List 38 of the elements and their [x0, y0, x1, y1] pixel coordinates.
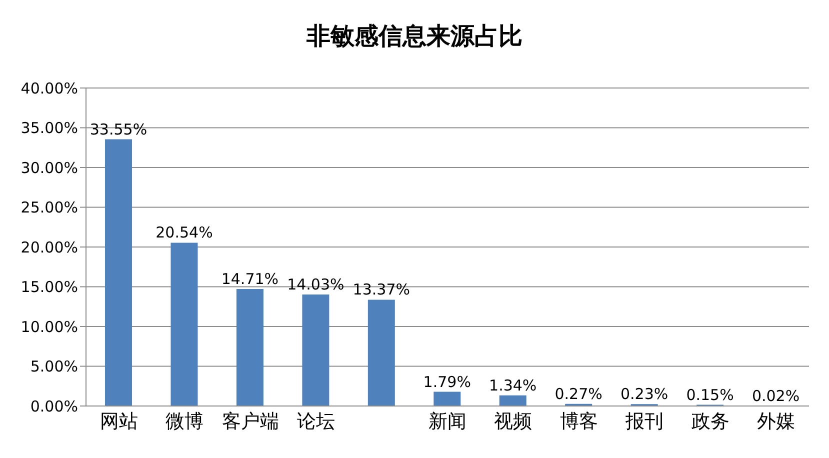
- y-tick-label: 30.00%: [20, 158, 78, 177]
- y-tick-label: 15.00%: [20, 278, 78, 296]
- data-label: 0.23%: [620, 385, 668, 404]
- bar: [499, 395, 526, 406]
- y-tick-label: 40.00%: [20, 79, 78, 98]
- x-tick-label: 视频: [494, 410, 532, 432]
- x-tick-label: 客户端: [222, 410, 279, 432]
- data-label: 13.37%: [352, 280, 410, 299]
- y-tick-label: 20.00%: [20, 238, 78, 256]
- data-label: 0.27%: [554, 384, 602, 403]
- bar: [434, 392, 461, 406]
- data-label: 0.02%: [752, 386, 800, 405]
- x-tick-label: 新闻: [428, 410, 466, 432]
- data-label: 1.34%: [489, 376, 537, 394]
- data-label: 20.54%: [156, 224, 213, 242]
- bar: [105, 139, 132, 406]
- data-label: 14.71%: [221, 270, 279, 288]
- x-tick-label: 论坛: [297, 410, 336, 432]
- y-tick-label: 5.00%: [30, 358, 78, 376]
- data-label: 0.15%: [686, 386, 734, 404]
- y-tick-label: 25.00%: [20, 198, 78, 217]
- x-tick-label: 报刊: [624, 410, 664, 432]
- x-tick-label: 微博: [166, 410, 204, 432]
- x-tick-label: 网站: [100, 410, 138, 432]
- bar: [170, 242, 198, 406]
- x-tick-label: 外媒: [757, 410, 796, 432]
- bar: [302, 294, 330, 406]
- y-tick-label: 35.00%: [20, 119, 78, 138]
- y-tick-label: 0.00%: [30, 397, 78, 416]
- bar: [236, 289, 264, 406]
- x-tick-label: 政务: [691, 410, 730, 432]
- data-label: 1.79%: [423, 372, 471, 391]
- chart-title: 非敏感信息来源占比: [306, 21, 524, 52]
- y-tick-label: 10.00%: [20, 318, 78, 336]
- data-label: 14.03%: [287, 275, 344, 294]
- data-label: 33.55%: [90, 120, 148, 138]
- x-tick-label: 博客: [560, 410, 598, 432]
- bar: [368, 300, 395, 406]
